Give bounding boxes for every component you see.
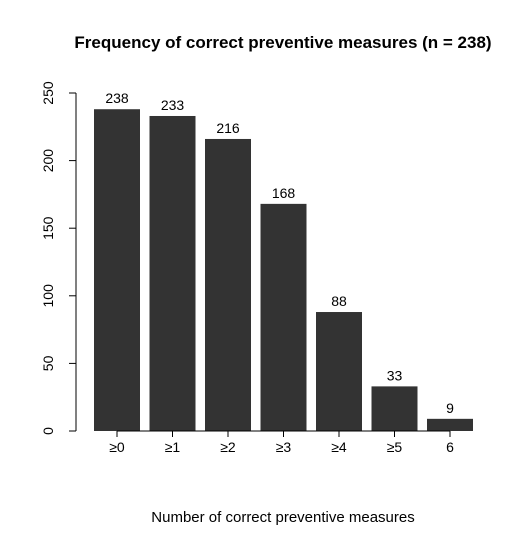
data-label-2: 216 — [216, 120, 240, 136]
x-tick-label: 6 — [446, 439, 454, 455]
x-tick-label: ≥3 — [276, 439, 292, 455]
bar-4 — [316, 312, 362, 431]
x-axis-label: Number of correct preventive measures — [151, 509, 414, 526]
data-label-3: 168 — [272, 185, 296, 201]
bar-5 — [371, 386, 418, 431]
x-tick-label: ≥2 — [220, 439, 236, 455]
y-tick-label: 200 — [40, 149, 56, 173]
y-tick-label: 150 — [40, 216, 56, 240]
x-axis: ≥0 ≥1 ≥2 ≥3 ≥4 ≥5 6 — [109, 430, 454, 455]
data-label-4: 88 — [331, 293, 347, 309]
x-tick-label: ≥4 — [331, 439, 347, 455]
bars: 238 233 216 168 88 33 9 — [94, 90, 473, 431]
data-label-1: 233 — [161, 97, 185, 113]
data-label-0: 238 — [105, 90, 129, 106]
x-tick-label: ≥0 — [109, 439, 125, 455]
y-tick-label: 0 — [40, 427, 56, 435]
x-tick-label: ≥1 — [165, 439, 181, 455]
y-tick-label: 250 — [40, 81, 56, 105]
y-tick-label: 50 — [40, 355, 56, 371]
data-label-5: 33 — [387, 367, 403, 383]
chart-title: Frequency of correct preventive measures… — [74, 33, 491, 52]
y-axis: 0 50 100 150 200 250 — [40, 81, 77, 435]
y-tick-label: 100 — [40, 284, 56, 308]
bar-0 — [94, 109, 140, 431]
x-tick-label: ≥5 — [387, 439, 403, 455]
bar-1 — [149, 115, 196, 431]
bar-3 — [260, 203, 307, 431]
bar-2 — [205, 138, 251, 431]
bar-6 — [427, 418, 473, 431]
data-label-6: 9 — [446, 400, 454, 416]
